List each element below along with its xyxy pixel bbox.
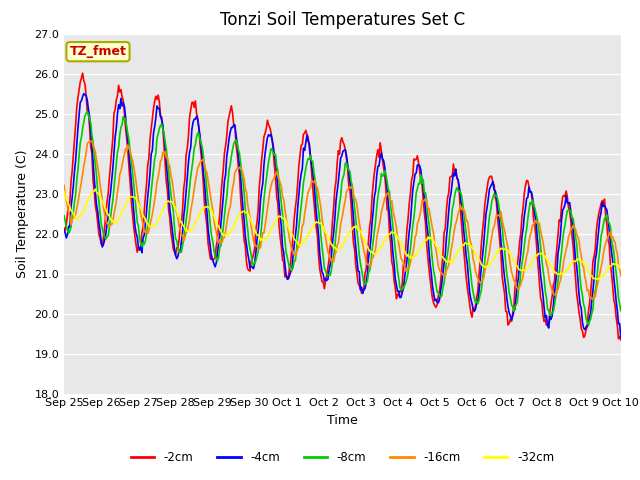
-8cm (373, 205, 381, 211)
-32cm (92, 186, 99, 192)
-8cm (83, 109, 91, 115)
Legend: -2cm, -4cm, -8cm, -16cm, -32cm: -2cm, -4cm, -8cm, -16cm, -32cm (126, 446, 559, 469)
-16cm (373, 236, 381, 242)
-4cm (373, 173, 381, 179)
-4cm (567, 209, 575, 215)
-2cm (617, 337, 625, 343)
-16cm (470, 261, 478, 266)
-32cm (595, 277, 602, 283)
-32cm (296, 243, 304, 249)
-4cm (399, 286, 407, 291)
-32cm (60, 189, 68, 194)
-4cm (60, 227, 68, 233)
-32cm (234, 213, 242, 218)
-8cm (399, 285, 407, 290)
-2cm (373, 153, 381, 158)
-16cm (60, 182, 68, 188)
-2cm (470, 309, 478, 314)
-16cm (296, 240, 304, 246)
-32cm (399, 246, 407, 252)
-4cm (296, 180, 304, 185)
Line: -8cm: -8cm (64, 112, 621, 325)
-16cm (617, 273, 625, 278)
-8cm (584, 322, 592, 328)
-4cm (80, 91, 88, 96)
-32cm (373, 250, 381, 255)
-2cm (60, 225, 68, 231)
Title: Tonzi Soil Temperatures Set C: Tonzi Soil Temperatures Set C (220, 11, 465, 29)
-2cm (234, 164, 242, 169)
Line: -16cm: -16cm (64, 141, 621, 299)
Y-axis label: Soil Temperature (C): Soil Temperature (C) (16, 149, 29, 278)
-8cm (296, 214, 304, 220)
-16cm (87, 138, 95, 144)
-2cm (399, 262, 407, 267)
-2cm (296, 153, 304, 158)
-32cm (567, 262, 575, 267)
-16cm (567, 227, 575, 232)
Text: TZ_fmet: TZ_fmet (70, 45, 127, 58)
-4cm (617, 335, 625, 340)
Line: -2cm: -2cm (64, 73, 621, 340)
-16cm (234, 166, 242, 172)
Line: -32cm: -32cm (64, 189, 621, 280)
-32cm (617, 266, 625, 272)
-4cm (470, 308, 478, 314)
-2cm (79, 71, 86, 76)
-8cm (60, 213, 68, 218)
-8cm (567, 208, 575, 214)
-8cm (617, 308, 625, 313)
-32cm (470, 248, 478, 254)
-4cm (234, 153, 242, 158)
X-axis label: Time: Time (327, 414, 358, 427)
-8cm (234, 147, 242, 153)
Line: -4cm: -4cm (64, 94, 621, 337)
-16cm (399, 260, 407, 265)
-8cm (470, 296, 478, 301)
-16cm (589, 296, 596, 302)
-2cm (567, 218, 575, 224)
